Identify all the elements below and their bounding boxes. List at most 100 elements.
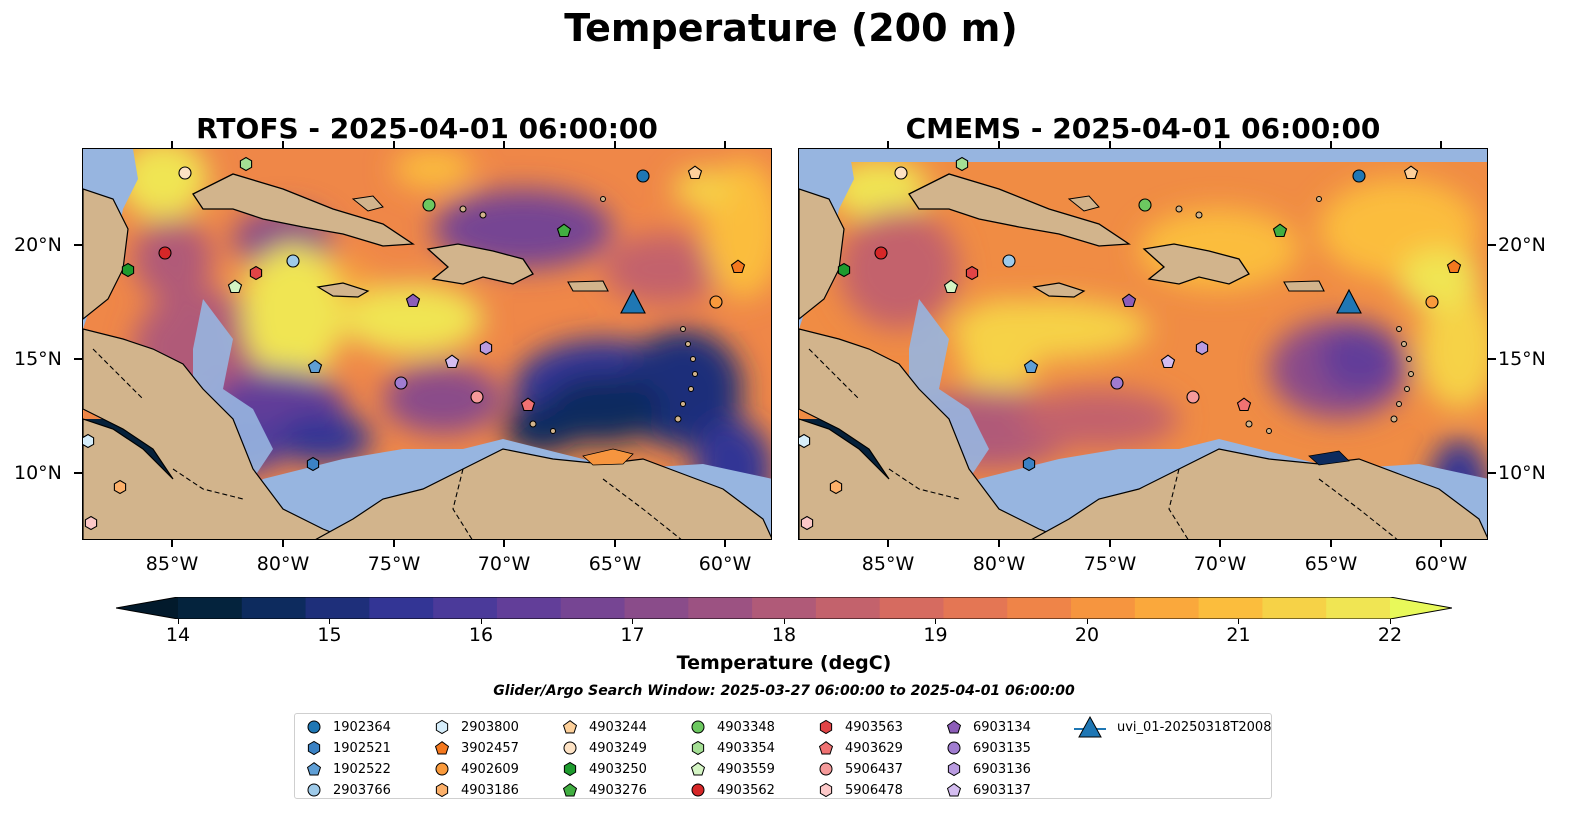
float-marker[interactable]	[84, 515, 98, 531]
float-marker[interactable]	[1236, 397, 1252, 412]
float-marker[interactable]	[239, 156, 253, 172]
float-marker[interactable]	[1425, 295, 1439, 309]
float-marker[interactable]	[307, 359, 323, 374]
pentagon-marker-icon	[562, 783, 578, 797]
lon-tick-label: 80°W	[256, 553, 310, 575]
float-marker[interactable]	[709, 295, 723, 309]
rtofs-panel-title: RTOFS - 2025-04-01 06:00:00	[196, 112, 658, 145]
colorbar-tick-mark	[1238, 619, 1239, 624]
legend-label: 2903766	[333, 782, 391, 798]
lat-tick-mark	[74, 358, 82, 360]
lon-tick-label: 60°W	[1414, 553, 1468, 575]
colorbar-segment	[1007, 597, 1072, 619]
colorbar-segment	[1326, 597, 1391, 619]
float-marker[interactable]	[799, 433, 811, 449]
float-marker[interactable]	[829, 479, 843, 495]
lon-tick-mark	[614, 540, 616, 547]
lat-tick-mark	[74, 472, 82, 474]
lon-tick-label: 80°W	[972, 553, 1026, 575]
colorbar-tick-label: 20	[1074, 624, 1100, 646]
float-marker[interactable]	[405, 293, 421, 308]
float-marker[interactable]	[158, 246, 172, 260]
lon-tick-mark	[1219, 540, 1221, 547]
float-marker[interactable]	[1023, 359, 1039, 374]
colorbar-segment	[369, 597, 434, 619]
float-marker[interactable]	[894, 166, 908, 180]
float-marker[interactable]	[800, 515, 814, 531]
search-window-text: Glider/Argo Search Window: 2025-03-27 06…	[493, 683, 1075, 699]
float-marker[interactable]	[249, 265, 263, 281]
float-marker[interactable]	[422, 198, 436, 212]
float-marker[interactable]	[955, 156, 969, 172]
colorbar-segment	[1134, 597, 1200, 619]
float-marker[interactable]	[286, 254, 300, 268]
float-marker[interactable]	[965, 265, 979, 281]
legend-label: 1902521	[333, 740, 391, 756]
lon-tick-label: 70°W	[1193, 553, 1247, 575]
rtofs-map[interactable]	[82, 148, 772, 540]
legend-label: 4903563	[845, 719, 903, 735]
colorbar-segment	[815, 597, 881, 619]
float-marker[interactable]	[556, 223, 572, 238]
float-marker[interactable]	[687, 165, 703, 180]
float-marker[interactable]	[121, 262, 135, 278]
lon-tick-mark	[393, 141, 395, 148]
float-marker[interactable]	[1352, 169, 1366, 183]
legend-item: 1902521	[305, 738, 391, 758]
lat-tick-label: 15°N	[14, 348, 62, 370]
legend-label: 4903354	[717, 740, 775, 756]
float-marker[interactable]	[636, 169, 650, 183]
colorbar-over-triangle	[1390, 597, 1452, 619]
cmems-map[interactable]	[798, 148, 1488, 540]
float-marker[interactable]	[394, 376, 408, 390]
lon-tick-label: 60°W	[698, 553, 752, 575]
hexagon-marker-icon	[435, 719, 449, 735]
cmems-panel-title: CMEMS - 2025-04-01 06:00:00	[905, 112, 1381, 145]
colorbar-segment	[241, 597, 307, 619]
colorbar-segment	[688, 597, 753, 619]
float-marker[interactable]	[1336, 288, 1362, 314]
legend-label: 6903135	[973, 740, 1031, 756]
legend-label: 6903136	[973, 761, 1031, 777]
float-marker[interactable]	[1022, 456, 1036, 472]
float-marker[interactable]	[1272, 223, 1288, 238]
float-marker[interactable]	[1186, 390, 1200, 404]
lon-tick-mark	[1219, 141, 1221, 148]
float-marker[interactable]	[227, 279, 243, 294]
circle-marker-icon	[691, 783, 705, 797]
float-marker[interactable]	[1121, 293, 1137, 308]
float-marker[interactable]	[470, 390, 484, 404]
hexagon-marker-icon	[819, 782, 833, 798]
float-marker[interactable]	[444, 354, 460, 369]
legend-label: 4903276	[589, 782, 647, 798]
float-marker[interactable]	[83, 433, 95, 449]
float-marker[interactable]	[479, 340, 493, 356]
float-marker[interactable]	[730, 259, 746, 274]
float-marker[interactable]	[1446, 259, 1462, 274]
float-marker[interactable]	[520, 397, 536, 412]
float-marker[interactable]	[837, 262, 851, 278]
float-marker[interactable]	[113, 479, 127, 495]
float-marker[interactable]	[1195, 340, 1209, 356]
legend-label: 2903800	[461, 719, 519, 735]
legend-label: 4903562	[717, 782, 775, 798]
lon-tick-mark	[614, 141, 616, 148]
pentagon-marker-icon	[946, 720, 962, 734]
float-marker[interactable]	[1403, 165, 1419, 180]
pentagon-marker-icon	[690, 762, 706, 776]
float-marker[interactable]	[943, 279, 959, 294]
lon-tick-label: 85°W	[861, 553, 915, 575]
float-marker[interactable]	[1110, 376, 1124, 390]
legend-label: 1902364	[333, 719, 391, 735]
float-marker[interactable]	[1160, 354, 1176, 369]
pentagon-marker-icon	[306, 762, 322, 776]
lat-tick-label: 15°N	[1498, 348, 1546, 370]
rtofs-map-svg	[83, 149, 771, 539]
colorbar-segment	[1071, 597, 1136, 619]
float-marker[interactable]	[306, 456, 320, 472]
float-marker[interactable]	[874, 246, 888, 260]
float-marker[interactable]	[178, 166, 192, 180]
float-marker[interactable]	[1138, 198, 1152, 212]
float-marker[interactable]	[620, 288, 646, 314]
float-marker[interactable]	[1002, 254, 1016, 268]
